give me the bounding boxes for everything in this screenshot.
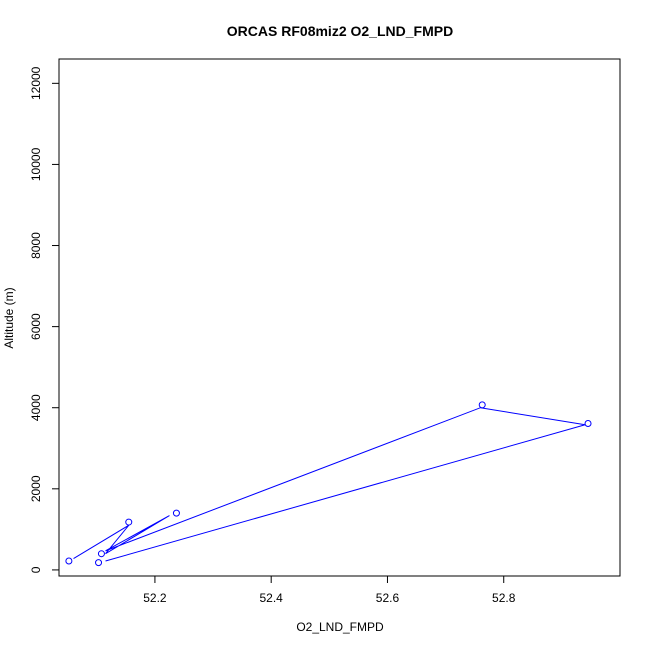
data-point — [95, 559, 103, 567]
x-tick-label: 52.8 — [492, 591, 516, 605]
y-tick-label: 6000 — [29, 313, 43, 340]
y-tick-label: 8000 — [29, 232, 43, 259]
x-tick-label: 52.2 — [143, 591, 167, 605]
data-point — [478, 401, 486, 409]
plot-frame — [58, 58, 621, 577]
y-axis: 0 2000 4000 6000 8000 10000 12000 — [29, 66, 60, 573]
x-axis: 52.2 52.4 52.6 52.8 — [143, 575, 516, 605]
x-axis-label: O2_LND_FMPD — [296, 620, 384, 634]
data-point — [65, 557, 73, 565]
chart-title: ORCAS RF08miz2 O2_LND_FMPD — [227, 23, 453, 39]
x-tick-label: 52.6 — [376, 591, 400, 605]
data-point — [584, 420, 592, 428]
y-tick-label: 10000 — [29, 147, 43, 181]
y-tick-label: 12000 — [29, 66, 43, 100]
data-point — [172, 509, 180, 517]
series-group — [65, 401, 592, 567]
series-line — [73, 407, 586, 562]
x-tick-label: 52.4 — [260, 591, 284, 605]
y-tick-label: 2000 — [29, 475, 43, 502]
y-tick-label: 0 — [29, 566, 43, 573]
y-tick-label: 4000 — [29, 394, 43, 421]
y-axis-label: Altitude (m) — [2, 287, 16, 348]
data-point — [125, 518, 133, 526]
data-point — [97, 550, 105, 558]
